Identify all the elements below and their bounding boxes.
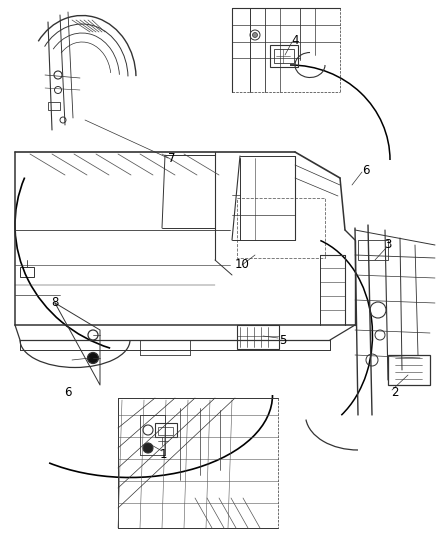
Bar bbox=[388, 355, 430, 385]
Bar bbox=[20, 267, 34, 277]
Circle shape bbox=[143, 443, 153, 453]
Text: 4: 4 bbox=[291, 34, 299, 46]
Bar bbox=[48, 102, 60, 110]
Bar bbox=[270, 45, 298, 67]
Text: 10: 10 bbox=[235, 259, 249, 271]
Text: 6: 6 bbox=[362, 164, 370, 176]
Text: 3: 3 bbox=[384, 238, 392, 252]
Bar bbox=[358, 240, 388, 260]
Text: 1: 1 bbox=[159, 448, 167, 462]
Bar bbox=[155, 423, 177, 437]
Bar bbox=[237, 198, 325, 258]
Bar bbox=[274, 49, 294, 63]
Circle shape bbox=[252, 33, 258, 37]
Text: 5: 5 bbox=[279, 334, 287, 346]
Text: 2: 2 bbox=[391, 386, 399, 400]
Text: 6: 6 bbox=[64, 385, 72, 399]
Text: 7: 7 bbox=[168, 151, 176, 165]
Text: 8: 8 bbox=[51, 296, 59, 310]
Bar bbox=[237, 325, 279, 349]
Circle shape bbox=[88, 352, 99, 364]
Bar bbox=[158, 427, 173, 435]
